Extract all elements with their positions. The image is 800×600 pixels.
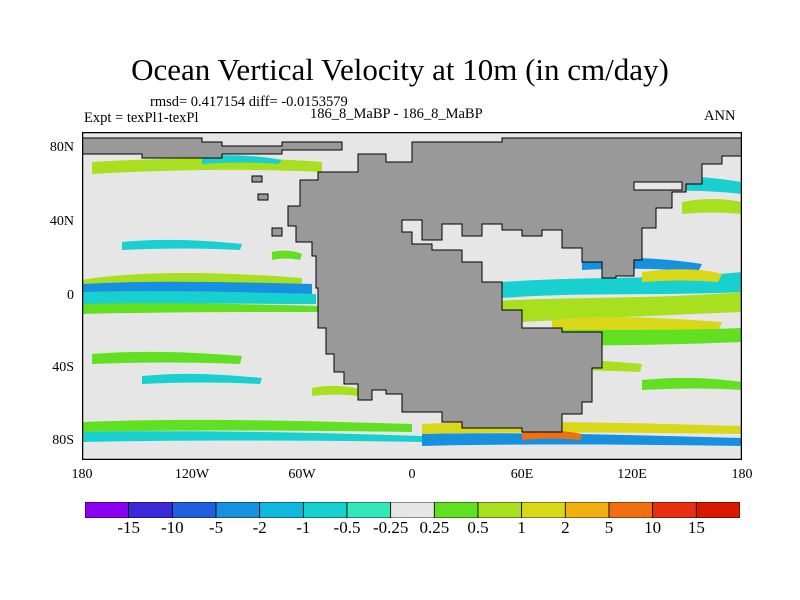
contour-band: [312, 385, 372, 398]
contour-band: [82, 431, 422, 442]
colorbar-swatch: [477, 502, 523, 518]
y-tick-label: 40N: [49, 214, 74, 229]
land-main: [287, 137, 742, 433]
x-tick-label: 120W: [174, 467, 210, 482]
colorbar-swatch: [695, 502, 740, 518]
contour-band: [522, 430, 582, 440]
season-label: ANN: [704, 108, 736, 124]
contour-band: [642, 377, 742, 390]
colorbar-swatch: [302, 502, 348, 518]
colorbar-label: -0.25: [372, 518, 409, 537]
chart-title: Ocean Vertical Velocity at 10m (in cm/da…: [131, 52, 669, 87]
map-svg: [82, 132, 742, 460]
contour-band: [142, 373, 262, 384]
colorbar-swatch: [652, 502, 697, 518]
colorbar-swatch: [564, 502, 610, 518]
x-tick-label: 180: [731, 467, 753, 482]
contour-band: [682, 199, 742, 214]
y-tick-label: 40S: [52, 360, 74, 375]
colorbar-label: -5: [208, 518, 224, 537]
y-tick-label: 0: [67, 288, 74, 303]
land-island: [271, 227, 283, 237]
experiment-label: Expt = texPl1-texPl: [84, 110, 199, 126]
colorbar-swatch: [171, 502, 217, 518]
x-tick-label: 60W: [288, 467, 316, 482]
colorbar-label: -1: [296, 518, 311, 537]
map-frame: [82, 132, 742, 460]
contour-band: [272, 250, 302, 260]
contour-band: [82, 419, 412, 432]
colorbar-label: -2: [252, 518, 267, 537]
x-tick-label: 120E: [617, 467, 647, 482]
contour-band: [92, 351, 242, 364]
contour-band: [82, 303, 318, 314]
contour-band: [422, 433, 742, 446]
colorbar-label: 15: [687, 518, 705, 537]
case-label: 186_8_MaBP - 186_8_MaBP: [310, 106, 483, 122]
colorbar-label: 0.5: [467, 518, 489, 537]
land-masses: [82, 137, 742, 433]
y-tick-label: 80N: [49, 140, 74, 155]
land-island: [257, 193, 269, 201]
colorbar-label: 10: [644, 518, 662, 537]
y-tick-label: 80S: [52, 433, 74, 448]
land-island: [251, 175, 263, 183]
colorbar-swatch: [608, 502, 654, 518]
colorbar-label: -10: [160, 518, 184, 537]
stats-text: rmsd= 0.417154 diff= -0.0153579: [150, 94, 348, 110]
colorbar-swatch: [85, 502, 130, 518]
colorbar-swatch: [390, 502, 435, 518]
land-arctic-west: [82, 137, 343, 159]
colorbar-swatch: [128, 502, 173, 518]
inland-sea: [633, 181, 683, 191]
contour-band: [482, 292, 742, 324]
colorbar-label: 0.25: [419, 518, 450, 537]
colorbar-label: 5: [604, 518, 614, 537]
contour-band: [552, 316, 722, 332]
x-tick-label: 60E: [510, 467, 534, 482]
colorbar: [85, 502, 740, 518]
contour-band: [642, 269, 722, 282]
colorbar-swatch: [433, 502, 479, 518]
x-tick-label: 0: [408, 467, 416, 482]
colorbar-label: -0.5: [333, 518, 361, 537]
x-tick-label: 180: [71, 467, 93, 482]
contour-band: [82, 291, 316, 306]
map-panel: [82, 132, 742, 460]
colorbar-swatch: [521, 502, 566, 518]
colorbar-swatch: [346, 502, 392, 518]
colorbar-label: 1: [517, 518, 526, 537]
colorbar-swatch: [215, 502, 261, 518]
colorbar-label: -15: [117, 518, 140, 537]
contour-band: [122, 239, 242, 250]
colorbar-swatch: [259, 502, 304, 518]
colorbar-label: 2: [561, 518, 570, 537]
